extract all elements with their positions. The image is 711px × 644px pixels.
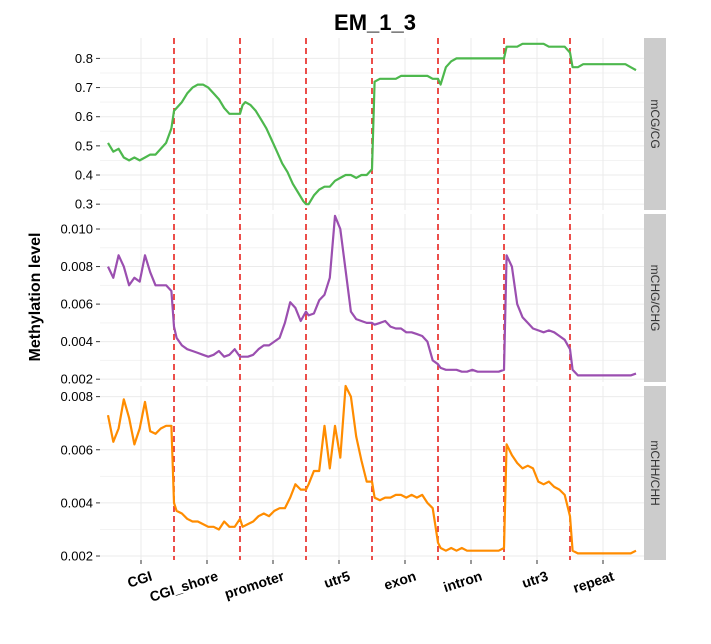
x-tick-label: CGI_shore bbox=[148, 568, 220, 605]
y-tick-label: 0.8 bbox=[75, 51, 93, 66]
chart-title: EM_1_3 bbox=[334, 10, 416, 35]
y-tick-label: 0.5 bbox=[75, 138, 93, 153]
x-tick-label: utr3 bbox=[520, 568, 550, 591]
series-line-1 bbox=[107, 42, 637, 206]
facet-panel-3: 0.002 0.004 0.006 0.008 mCHH/CHH bbox=[60, 384, 666, 564]
x-tick-label: repeat bbox=[571, 568, 616, 596]
facet-strip-label: mCHH/CHH bbox=[648, 440, 662, 505]
x-tick-label: intron bbox=[441, 568, 484, 595]
facet-strip-label: mCG/CG bbox=[648, 99, 662, 148]
y-tick-label: 0.008 bbox=[60, 389, 93, 404]
panel-background bbox=[100, 386, 644, 560]
y-tick-label: 0.008 bbox=[60, 259, 93, 274]
y-tick-label: 0.006 bbox=[60, 442, 93, 457]
y-tick-label: 0.004 bbox=[60, 495, 93, 510]
y-axis-label: Methylation level bbox=[27, 233, 44, 362]
x-tick-label: promoter bbox=[223, 567, 287, 601]
facet-panels: 0.30.40.50.60.70.8mCG/CG0.0020.0040.0060… bbox=[60, 38, 666, 564]
facet-strip bbox=[644, 214, 666, 382]
y-tick-label: 0.002 bbox=[60, 549, 93, 564]
facet-panel-2: 0.002 0.004 0.006 0.008 0.010 mCHG/CHG bbox=[60, 214, 666, 387]
y-tick-label: 0.004 bbox=[60, 334, 93, 349]
facet-strip-label: mCHG/CHG bbox=[648, 265, 662, 332]
x-tick-label: utr5 bbox=[322, 568, 352, 591]
facet-panel-1: 0.3 0.4 0.5 0.6 0.7 0.8 mCG/CG bbox=[75, 38, 666, 212]
series-line-3 bbox=[106, 384, 637, 555]
y-tick-label: 0.010 bbox=[60, 222, 93, 237]
y-tick-label: 0.006 bbox=[60, 297, 93, 312]
series-line-2 bbox=[107, 214, 637, 377]
y-tick-label: 0.4 bbox=[75, 168, 93, 183]
y-tick-label: 0.7 bbox=[75, 80, 93, 95]
y-tick-label: 0.3 bbox=[75, 197, 93, 212]
facet-strip bbox=[644, 386, 666, 560]
y-tick-label: 0.6 bbox=[75, 109, 93, 124]
y-tick-label: 0.002 bbox=[60, 372, 93, 387]
facet-strip bbox=[644, 38, 666, 210]
x-tick-label: CGI bbox=[125, 568, 154, 591]
x-tick-label: exon bbox=[382, 568, 418, 593]
